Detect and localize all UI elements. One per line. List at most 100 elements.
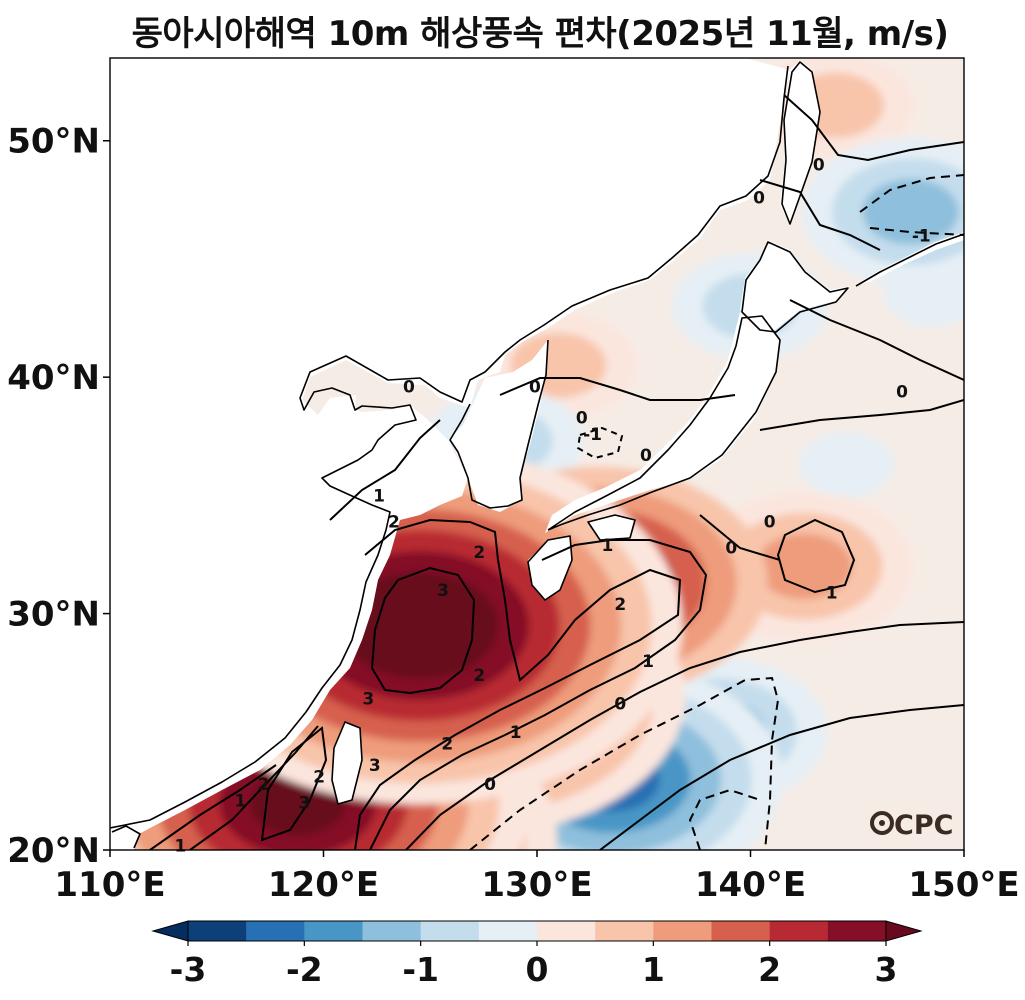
colorbar-tick-label: 2 <box>758 950 781 989</box>
colorbar-swatch <box>769 921 829 941</box>
contour-label: 0 <box>725 538 737 558</box>
contour-0 <box>405 377 964 850</box>
contour-0-kamchatka <box>789 299 964 381</box>
x-tick-label: 150°E <box>908 865 1019 905</box>
contour-label: 1 <box>642 652 654 672</box>
x-axis: 110°E 120°E 130°E 140°E 150°E <box>54 850 1020 905</box>
contour-label: 0 <box>484 775 496 795</box>
contour-label: 3 <box>298 794 310 814</box>
contour-label: 0 <box>614 694 626 714</box>
land-taiwan <box>332 722 362 804</box>
colorbar-swatch <box>304 921 363 941</box>
coast-japan <box>547 315 781 531</box>
contour-label: 1 <box>826 583 838 603</box>
land-shikoku <box>588 515 635 540</box>
contour-1 <box>329 419 708 850</box>
logo-mark-dot <box>879 820 885 826</box>
chart-title: 동아시아해역 10m 해상풍속 편차(2025년 11월, m/s) <box>131 14 949 54</box>
land-korea <box>448 340 548 512</box>
contour-label: 2 <box>473 543 485 563</box>
anomaly-blob <box>862 179 959 245</box>
colorbar-swatch <box>537 921 596 941</box>
colorbar-swatch <box>188 921 247 941</box>
colorbar-tick-label: 3 <box>875 950 898 989</box>
contour-label: -1 <box>912 226 931 246</box>
coastline <box>110 61 964 849</box>
contour-label: 0 <box>640 446 652 466</box>
contour-label: 2 <box>258 775 270 795</box>
contour-1-japan-east <box>776 518 856 594</box>
contour-0-north <box>759 94 964 251</box>
x-tick-label: 130°E <box>481 865 592 905</box>
colorbar-swatch <box>420 921 480 941</box>
land-hainan <box>110 826 140 850</box>
anomaly-blob <box>798 431 895 498</box>
x-tick-label: 120°E <box>268 865 379 905</box>
x-tick-label: 110°E <box>54 865 165 905</box>
contour-label: 2 <box>473 666 485 686</box>
land-china <box>110 58 790 850</box>
contour-label: 2 <box>614 595 626 615</box>
colorbar-under-arrow <box>151 920 189 942</box>
contour-label: 1 <box>510 723 522 743</box>
land-japan <box>545 312 780 533</box>
contour-lines <box>149 94 964 850</box>
colorbar-swatch <box>653 921 712 941</box>
y-axis: 20°N 30°N 40°N 50°N <box>7 122 110 871</box>
colorbar-tick-label: -3 <box>170 950 207 989</box>
contour-label: 0 <box>576 408 588 428</box>
contour-minus1-east-sea <box>576 426 624 460</box>
coast-korea <box>449 339 549 509</box>
contour-label: 0 <box>813 155 825 175</box>
contour-label: 3 <box>362 690 374 710</box>
colorbar-swatch <box>478 921 538 941</box>
colorbar-swatch <box>711 921 771 941</box>
coast-kyushu <box>527 535 573 601</box>
colorbar-swatch <box>246 921 305 941</box>
contour-1-southwest <box>149 764 277 850</box>
contour-label: 0 <box>403 378 415 398</box>
coast-sakhalin <box>781 61 821 225</box>
colorbar-tick-label: -2 <box>286 950 323 989</box>
colorbar-swatch <box>827 921 887 941</box>
contour-minus1-south-east <box>688 788 761 850</box>
contour-2-southwest <box>189 725 319 850</box>
contour-label: 2 <box>441 735 453 755</box>
contour-label: 1 <box>175 836 187 856</box>
colorbar-tick-label: 1 <box>642 950 665 989</box>
contour-minus1-north <box>859 174 964 236</box>
contour-2 <box>354 518 682 850</box>
colorbar-swatch <box>595 921 654 941</box>
contour-label: 1 <box>602 536 614 556</box>
x-tick-label: 140°E <box>695 865 806 905</box>
contour-3-east-china-sea <box>370 566 476 695</box>
contour-minus1-south <box>469 676 780 850</box>
y-tick-label: 50°N <box>7 122 100 162</box>
coast-kurils <box>855 233 964 287</box>
contour-label: -1 <box>583 425 602 445</box>
coast-shikoku <box>587 514 636 541</box>
contour-label: 3 <box>437 581 449 601</box>
contour-label: 2 <box>313 768 325 788</box>
coast-china <box>110 65 789 829</box>
anomaly-blob <box>371 592 468 659</box>
y-tick-label: 30°N <box>7 595 100 635</box>
coast-hokkaido <box>741 241 849 333</box>
contour-label: 0 <box>529 378 541 398</box>
y-tick-label: 20°N <box>7 831 100 871</box>
land-mask <box>110 58 964 850</box>
contour-0-southern <box>599 704 964 850</box>
cpc-logo: CPC <box>870 810 953 841</box>
coast-taiwan <box>331 721 363 805</box>
logo-mark <box>870 811 894 835</box>
contour-label: 0 <box>896 382 908 402</box>
contour-label: 1 <box>373 486 385 506</box>
y-tick-label: 40°N <box>7 358 100 398</box>
colorbar-swatch <box>362 921 422 941</box>
contour-label: 3 <box>369 756 381 776</box>
contour-label: 0 <box>764 512 776 532</box>
land-hokkaido <box>740 240 850 330</box>
